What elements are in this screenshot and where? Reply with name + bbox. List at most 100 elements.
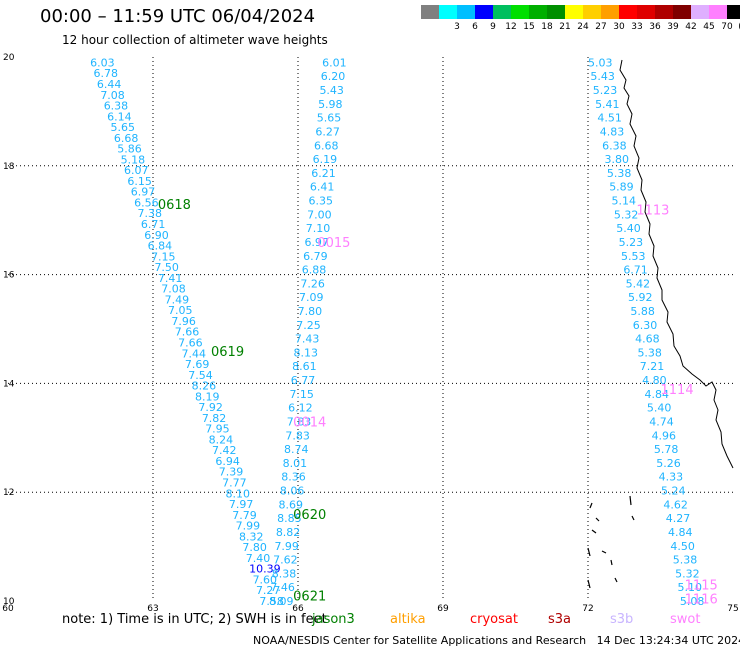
footer-credit: NOAA/NESDIS Center for Satellite Applica… <box>253 634 740 647</box>
y-tick-label: 20 <box>3 53 15 63</box>
wave-height-value: 7.62 <box>273 554 298 567</box>
satellite-s3b: s3b <box>610 612 634 627</box>
wave-height-value: 6.19 <box>313 153 338 166</box>
wave-height-value: 5.32 <box>614 208 639 221</box>
wave-height-value: 7.40 <box>246 552 270 565</box>
wave-height-value: 7.25 <box>296 319 321 332</box>
wave-height-value: 7.58 <box>259 595 284 608</box>
wave-height-value: 4.74 <box>649 415 674 428</box>
wave-height-value: 6.14 <box>107 110 132 123</box>
wave-height-value: 7.09 <box>299 291 324 304</box>
wave-height-value: 5.40 <box>616 222 641 235</box>
wave-height-value: 6.56 <box>134 196 159 209</box>
wave-height-value: 6.21 <box>311 167 336 180</box>
wave-height-value: 6.35 <box>309 195 334 208</box>
wave-height-value: 5.42 <box>626 277 651 290</box>
footer-note: note: 1) Time is in UTC; 2) SWH is in fe… <box>62 612 327 627</box>
axis-labels: 60 63 66 69 72 75 20 18 16 14 12 10 <box>2 53 738 614</box>
wave-height-value: 5.78 <box>654 443 679 456</box>
pass-time-label: 0620 <box>293 508 326 523</box>
wave-height-value: 6.38 <box>602 139 627 152</box>
wave-height-value: 7.26 <box>300 277 325 290</box>
wave-height-value: 5.14 <box>612 195 637 208</box>
wave-height-value: 5.18 <box>121 153 146 166</box>
wave-height-value: 5.23 <box>619 236 644 249</box>
wave-height-value: 5.26 <box>656 457 681 470</box>
wave-height-value: 7.27 <box>256 584 281 597</box>
satellite-jason3: jason3 <box>312 612 355 627</box>
wave-height-value: 7.77 <box>222 477 247 490</box>
wave-height-value: 4.80 <box>642 374 667 387</box>
wave-height-value: 5.38 <box>673 554 698 567</box>
wave-height-value: 6.03 <box>90 56 115 69</box>
legend-swatch <box>565 5 583 19</box>
legend-swatch <box>673 5 691 19</box>
wave-height-value: 7.42 <box>212 444 237 457</box>
wave-height-value: 7.43 <box>295 333 320 346</box>
pass-time-label: 1116 <box>685 592 718 607</box>
wave-height-value: 6.88 <box>302 264 327 277</box>
wave-height-value: 7.80 <box>298 305 323 318</box>
wave-height-value: 7.66 <box>178 336 203 349</box>
legend-label: 15 <box>523 22 535 32</box>
wave-height-value: 4.27 <box>666 512 691 525</box>
legend-label: 3 <box>454 22 460 32</box>
y-tick-label: 16 <box>3 271 15 281</box>
satellite-s3a: s3a <box>548 612 572 627</box>
wave-height-value: 7.15 <box>289 388 314 401</box>
legend-swatch <box>601 5 619 19</box>
wave-height-value: 5.98 <box>318 98 343 111</box>
coastline <box>587 59 734 589</box>
wave-height-value: 5.92 <box>628 291 653 304</box>
page-subtitle: 12 hour collection of altimeter wave hei… <box>62 33 328 47</box>
wave-height-value: 5.10 <box>677 581 702 594</box>
wave-height-value: 6.97 <box>131 186 156 199</box>
wave-height-value: 7.46 <box>270 581 295 594</box>
legend-label: 42 <box>685 22 697 32</box>
legend-swatch <box>583 5 601 19</box>
wave-height-value: 7.96 <box>171 315 196 328</box>
satellite-altika: altika <box>390 612 426 627</box>
pass-time-label: 1115 <box>685 579 718 594</box>
island <box>601 550 607 554</box>
wave-height-value: 8.36 <box>281 471 306 484</box>
legend-swatch <box>547 5 565 19</box>
wave-height-value: 5.24 <box>661 485 686 498</box>
timestamp: 14 Dec 13:24:34 UTC 2024 <box>596 634 740 647</box>
wave-height-value: 7.05 <box>168 304 193 317</box>
satellite-swot: swot <box>670 612 701 627</box>
wave-height-value: 8.69 <box>279 498 304 511</box>
wave-height-value: 6.12 <box>288 402 313 415</box>
y-tick-label: 14 <box>3 379 15 389</box>
legend-swatch <box>511 5 529 19</box>
legend-label: 24 <box>577 22 589 32</box>
wave-height-value: 10.39 <box>249 563 281 576</box>
y-tick-label: 18 <box>3 162 15 172</box>
legend-label: 18 <box>541 22 553 32</box>
wave-height-value: 7.15 <box>151 250 176 263</box>
map-grid <box>8 57 733 601</box>
legend-swatch <box>493 5 511 19</box>
wave-height-value: 4.84 <box>668 526 693 539</box>
legend-label: 30 <box>613 22 625 32</box>
wave-height-value: 8.74 <box>284 443 309 456</box>
wave-height-value: 6.68 <box>314 139 339 152</box>
wave-height-value: 8.10 <box>226 487 251 500</box>
pass-time-label: 0619 <box>211 345 244 360</box>
wave-height-value: 8.06 <box>280 485 305 498</box>
wave-height-value: 6.27 <box>315 125 340 138</box>
wave-height-value: 5.65 <box>317 112 342 125</box>
wave-height-value: 7.08 <box>100 89 125 102</box>
legend-label: 27 <box>595 22 607 32</box>
pass-time-label: 1114 <box>661 383 694 398</box>
wave-height-value: 4.68 <box>635 333 660 346</box>
legend-label: (ft) <box>735 22 740 32</box>
wave-height-value: 5.32 <box>675 567 700 580</box>
wave-height-value: 7.60 <box>253 573 277 586</box>
wave-height-value: 6.01 <box>322 56 347 69</box>
wave-height-value: 4.96 <box>652 429 677 442</box>
wave-height-value: 6.77 <box>291 374 316 387</box>
legend-swatch <box>619 5 637 19</box>
wave-height-value: 8.85 <box>277 512 302 525</box>
